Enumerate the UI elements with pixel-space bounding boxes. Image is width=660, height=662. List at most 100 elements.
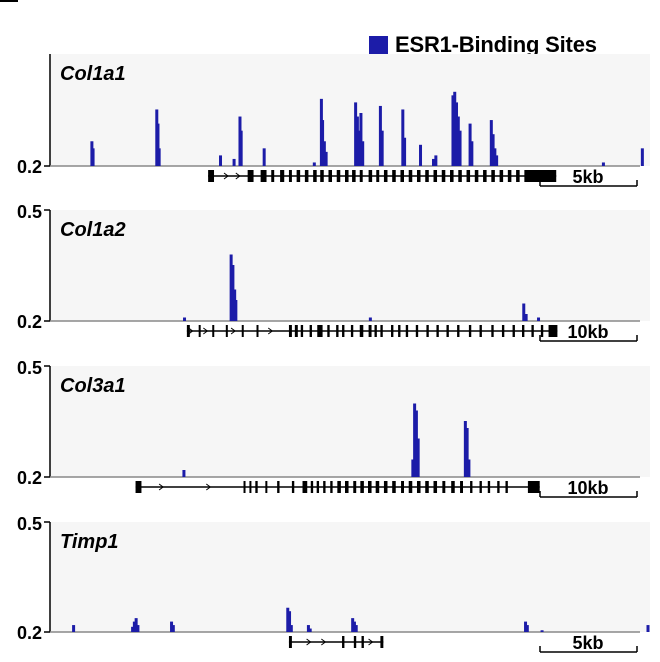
gene-exon bbox=[294, 325, 298, 337]
gene-exon bbox=[451, 481, 455, 493]
gene-exon bbox=[353, 636, 357, 648]
binding-peak bbox=[286, 607, 290, 632]
gene-exon bbox=[198, 325, 201, 337]
y-axis-label-bottom: 0.2 bbox=[17, 623, 42, 643]
gene-exon bbox=[392, 481, 396, 493]
track-background bbox=[50, 366, 650, 477]
gene-exon bbox=[450, 170, 454, 182]
gene-exon bbox=[460, 481, 463, 493]
binding-peak bbox=[355, 116, 359, 166]
gene-exon bbox=[398, 325, 401, 337]
binding-peak bbox=[321, 120, 325, 166]
gene-exon bbox=[383, 170, 388, 182]
binding-peak bbox=[306, 625, 310, 632]
gene-exon bbox=[505, 481, 508, 493]
gene-exon bbox=[135, 481, 142, 493]
gene-exon bbox=[296, 170, 301, 182]
gene-exon bbox=[359, 325, 364, 337]
gene-exon bbox=[336, 170, 341, 182]
gene-exon bbox=[368, 325, 372, 337]
scale-bar-label: 5kb bbox=[572, 167, 603, 187]
binding-peak bbox=[525, 625, 529, 632]
binding-peak bbox=[451, 95, 455, 166]
gene-exon bbox=[426, 325, 429, 337]
gene-exon bbox=[470, 481, 473, 493]
binding-peak bbox=[359, 113, 363, 166]
gene-exon bbox=[391, 325, 394, 337]
gene-exon bbox=[288, 636, 292, 648]
gene-exon bbox=[368, 481, 372, 493]
gene-exon bbox=[405, 325, 409, 337]
binding-peak bbox=[491, 134, 495, 166]
gene-exon bbox=[491, 325, 494, 337]
binding-peak bbox=[524, 621, 528, 632]
gene-exon bbox=[400, 170, 404, 182]
legend-swatch bbox=[369, 35, 388, 55]
strand-arrow bbox=[188, 327, 194, 335]
gene-exon bbox=[368, 170, 373, 182]
gene-exon bbox=[277, 481, 280, 493]
binding-peak bbox=[234, 300, 238, 321]
gene-exon bbox=[265, 481, 268, 493]
binding-peak bbox=[351, 618, 355, 632]
y-axis-label-bottom: 0.2 bbox=[17, 468, 42, 488]
strand-arrow bbox=[321, 638, 327, 646]
gene-exon bbox=[376, 170, 380, 182]
y-axis-label-top: 0.5 bbox=[17, 202, 42, 222]
binding-peak bbox=[489, 120, 493, 166]
binding-peak bbox=[183, 317, 187, 321]
binding-peak bbox=[601, 162, 605, 166]
gene-exon bbox=[479, 325, 482, 337]
gene-exon bbox=[249, 481, 252, 493]
gene-exon bbox=[501, 325, 505, 337]
gene-exon bbox=[225, 325, 228, 337]
binding-peak bbox=[416, 438, 420, 477]
binding-peak bbox=[432, 158, 435, 166]
gene-exon bbox=[243, 481, 246, 493]
gene-exon bbox=[316, 481, 320, 493]
binding-peak bbox=[134, 618, 138, 632]
gene-exon bbox=[359, 170, 363, 182]
binding-peak bbox=[171, 625, 175, 632]
gene-exon bbox=[474, 170, 479, 182]
y-axis-label-bottom: 0.2 bbox=[17, 312, 42, 332]
track-background bbox=[50, 522, 650, 632]
y-axis-label-bottom: 0.2 bbox=[17, 157, 42, 177]
binding-peak bbox=[368, 317, 372, 321]
binding-peak bbox=[522, 303, 526, 321]
gene-exon bbox=[408, 170, 413, 182]
binding-peak bbox=[354, 102, 358, 166]
binding-peak bbox=[132, 621, 136, 632]
gene-exon bbox=[302, 481, 308, 493]
gene-exon bbox=[375, 481, 380, 493]
strand-arrow bbox=[306, 638, 312, 646]
gene-exon bbox=[466, 170, 471, 182]
gene-exon bbox=[310, 481, 314, 493]
gene-exon bbox=[441, 170, 446, 182]
gene-exon bbox=[247, 170, 254, 182]
binding-peak bbox=[219, 155, 223, 166]
gene-exon bbox=[304, 170, 309, 182]
binding-peak bbox=[413, 403, 417, 477]
gene-exon bbox=[499, 170, 504, 182]
binding-peak bbox=[312, 162, 316, 166]
gene-exon bbox=[291, 481, 295, 493]
strand-arrow bbox=[368, 638, 374, 646]
gene-exon bbox=[309, 325, 312, 337]
strand-arrow bbox=[235, 172, 241, 180]
binding-peak bbox=[414, 410, 418, 477]
gene-exon bbox=[436, 325, 439, 337]
binding-peak bbox=[537, 317, 541, 321]
binding-peak bbox=[540, 630, 544, 632]
gene-exon bbox=[446, 325, 449, 337]
binding-peak bbox=[289, 625, 293, 632]
gene-exon bbox=[212, 325, 215, 337]
binding-peak bbox=[308, 628, 312, 632]
legend-label: ESR1-Binding Sites bbox=[395, 32, 597, 57]
gene-exon bbox=[337, 481, 341, 493]
scale-bar-label: 5kb bbox=[572, 633, 603, 653]
gene-exon bbox=[288, 170, 292, 182]
binding-peak bbox=[91, 148, 95, 166]
gene-exon bbox=[433, 170, 438, 182]
gene-exon bbox=[374, 325, 377, 337]
